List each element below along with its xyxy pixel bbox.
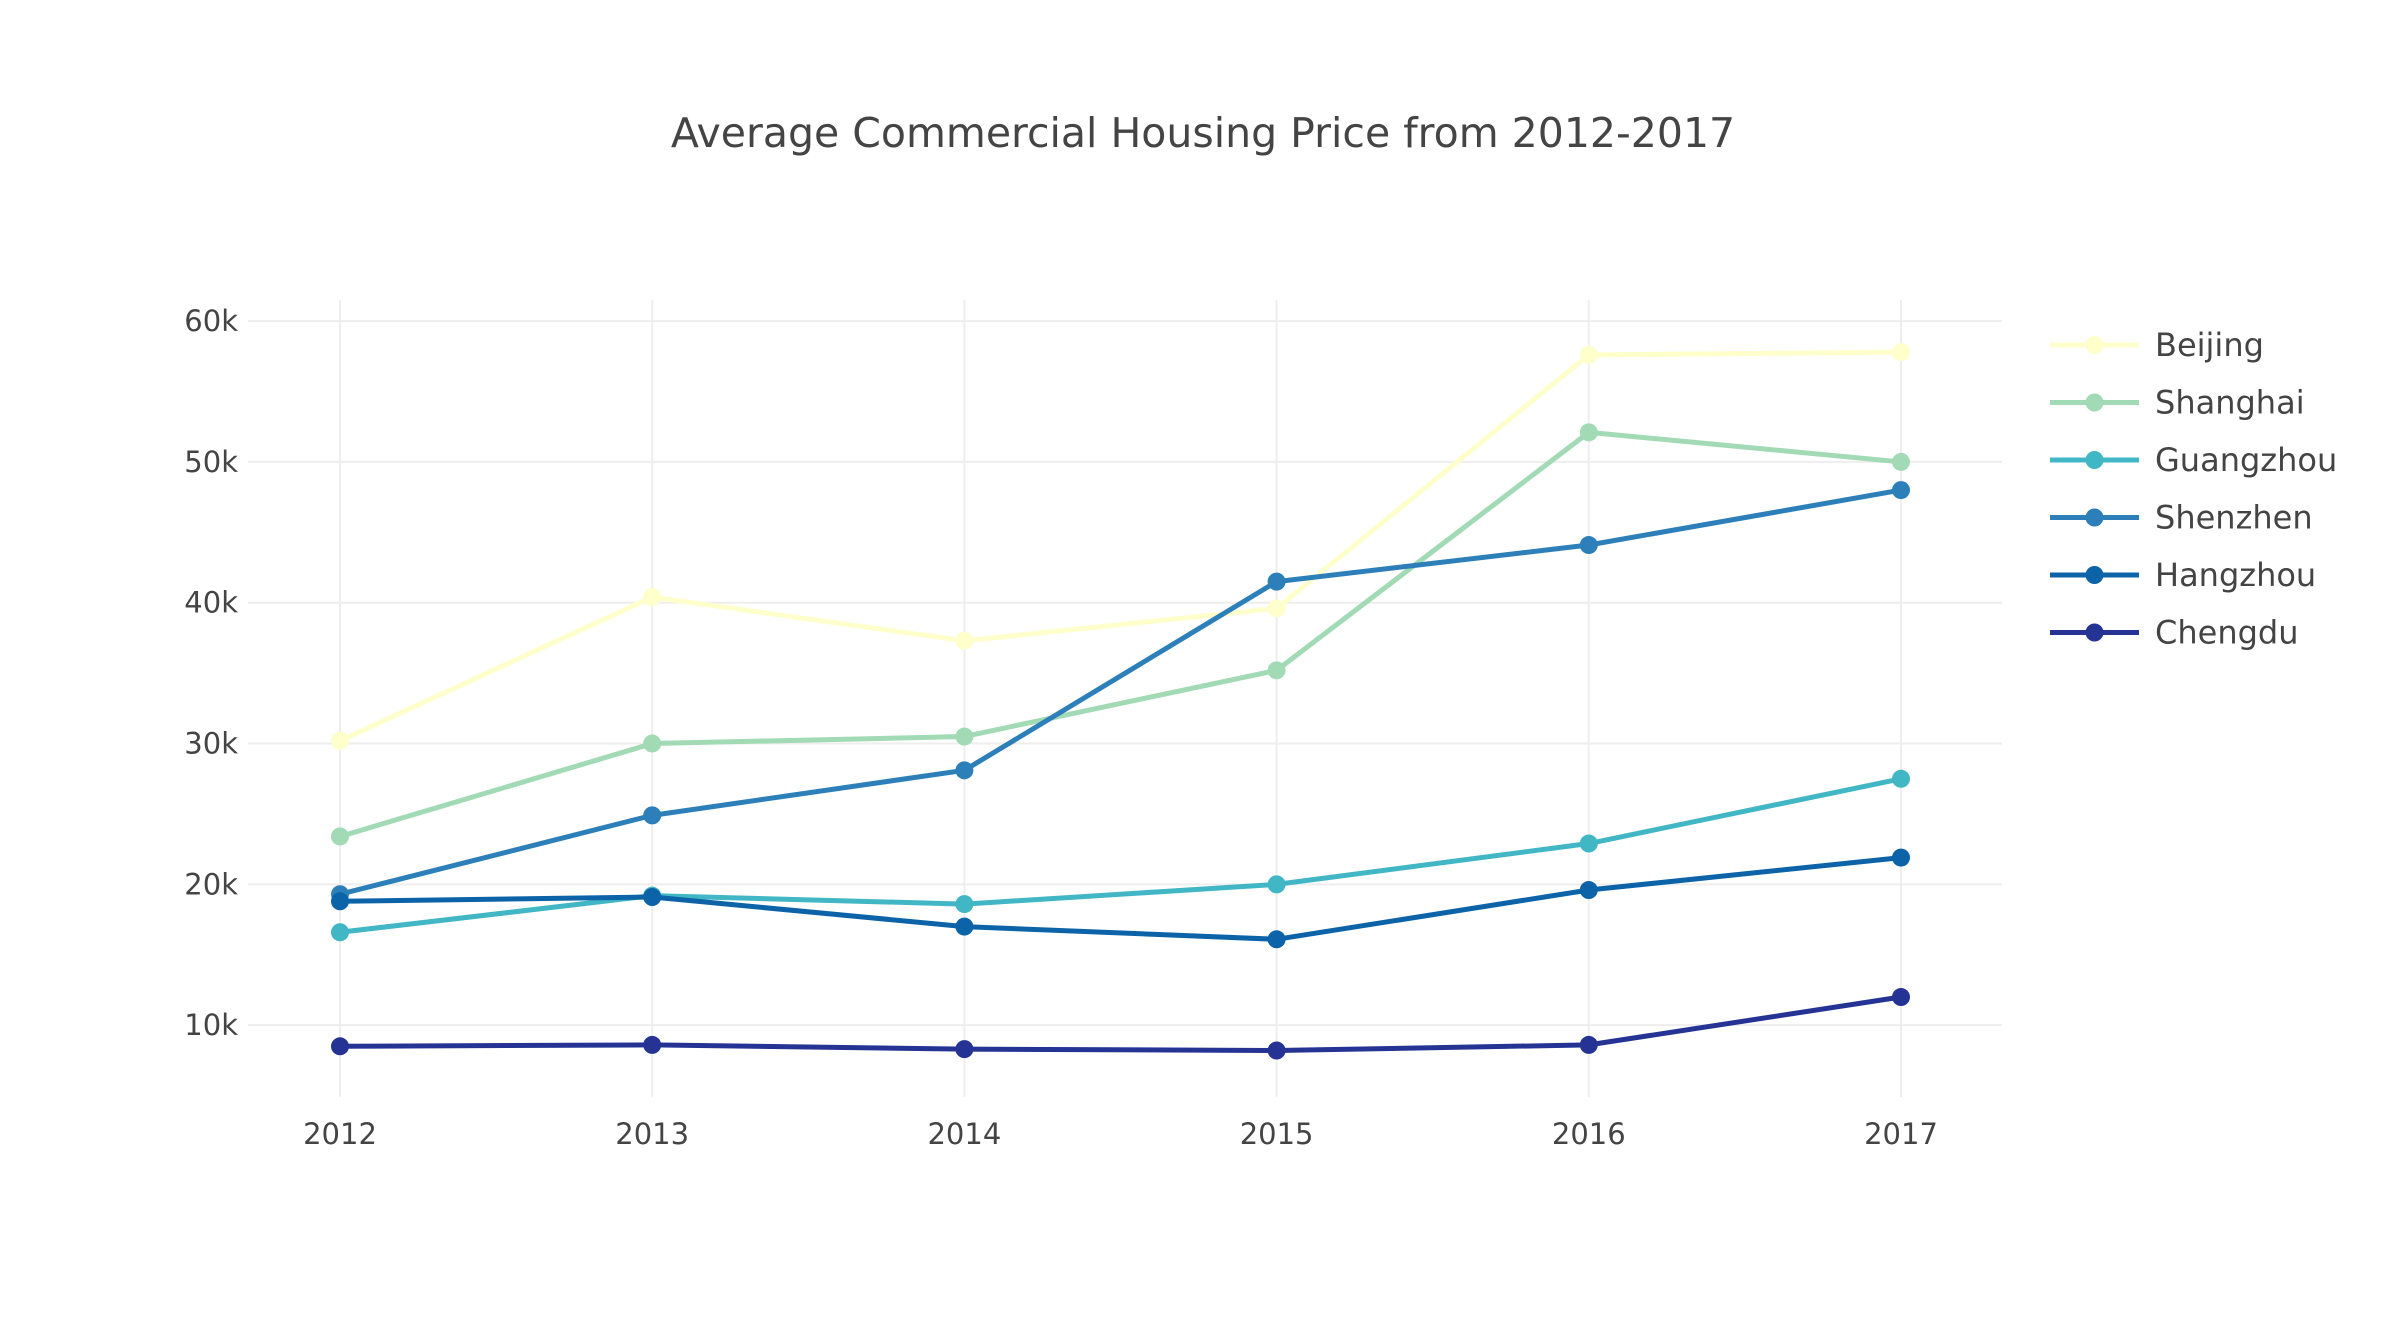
data-point — [1892, 481, 1910, 500]
series-lines — [331, 343, 1910, 1060]
legend-label: Beijing — [2155, 326, 2264, 364]
data-point — [331, 827, 349, 846]
data-point — [1892, 343, 1910, 362]
grid — [248, 300, 2002, 1097]
data-point — [1892, 452, 1910, 471]
y-tick-label: 50k — [184, 445, 238, 479]
data-point — [331, 731, 349, 750]
data-point — [1267, 661, 1286, 680]
legend-label: Shenzhen — [2155, 499, 2313, 537]
series-line — [339, 994, 1902, 1054]
legend: Beijing Shanghai Guangzhou Shenzhen Hangzhou… — [2050, 326, 2337, 652]
legend-item[interactable]: Shenzhen — [2050, 499, 2313, 537]
x-tick-label: 2016 — [1552, 1117, 1626, 1151]
data-point — [1579, 536, 1598, 555]
data-point — [1892, 769, 1910, 788]
legend-swatch-marker — [2085, 508, 2104, 527]
legend-item[interactable]: Shanghai — [2050, 384, 2305, 422]
data-point — [643, 588, 662, 607]
chart-title: Average Commercial Housing Price from 20… — [671, 109, 1735, 157]
series-line — [339, 855, 1902, 942]
legend-item[interactable]: Chengdu — [2050, 614, 2299, 652]
series-shenzhen — [331, 481, 1910, 904]
data-point — [1892, 848, 1910, 867]
legend-swatch-marker — [2085, 623, 2104, 642]
legend-label: Hangzhou — [2155, 556, 2316, 594]
data-point — [955, 1040, 974, 1059]
axes: 2012 2013 2014 2015 2016 2017 10k 20k 30k 40k 50k 6… — [184, 304, 1938, 1151]
data-point — [643, 806, 662, 825]
series-line — [338, 349, 1902, 744]
data-point — [643, 888, 662, 907]
x-tick-label: 2014 — [927, 1117, 1001, 1151]
series-line — [339, 429, 1902, 839]
x-tick-label: 2017 — [1864, 1117, 1938, 1151]
series-line — [339, 487, 1902, 897]
y-tick-label: 40k — [184, 586, 238, 620]
legend-label: Chengdu — [2155, 614, 2299, 652]
data-point — [955, 917, 974, 936]
data-point — [955, 895, 974, 914]
legend-swatch-marker — [2085, 451, 2104, 469]
x-tick-label: 2012 — [303, 1117, 377, 1151]
x-tick-label: 2015 — [1240, 1117, 1314, 1151]
y-tick-label: 20k — [184, 867, 238, 901]
series-hangzhou — [331, 848, 1910, 949]
series-guangzhou — [331, 769, 1910, 942]
x-tick-label: 2013 — [615, 1117, 689, 1151]
data-point — [955, 727, 974, 746]
data-point — [1579, 1035, 1598, 1054]
y-tick-label: 30k — [184, 727, 238, 761]
series-chengdu — [331, 988, 1910, 1060]
y-tick-label: 10k — [184, 1008, 238, 1042]
legend-label: Shanghai — [2155, 384, 2305, 422]
series-shanghai — [331, 423, 1910, 846]
data-point — [955, 631, 974, 650]
data-point — [643, 734, 662, 753]
data-point — [1579, 881, 1598, 900]
data-point — [331, 892, 349, 911]
data-point — [331, 923, 349, 942]
legend-label: Guangzhou — [2155, 441, 2337, 479]
data-point — [1267, 572, 1286, 591]
legend-swatch-marker — [2085, 336, 2104, 354]
data-point — [1892, 988, 1910, 1007]
series-line — [339, 776, 1902, 935]
data-point — [1579, 834, 1598, 853]
data-point — [331, 1037, 349, 1056]
data-point — [643, 1035, 662, 1054]
data-point — [1579, 345, 1598, 364]
data-point — [1267, 599, 1286, 618]
data-point — [1579, 423, 1598, 442]
data-point — [1267, 930, 1286, 949]
data-point — [1267, 1041, 1286, 1060]
legend-swatch-marker — [2085, 566, 2104, 584]
legend-swatch-marker — [2085, 393, 2104, 412]
legend-item[interactable]: Hangzhou — [2050, 556, 2316, 594]
y-tick-label: 60k — [184, 304, 238, 338]
series-beijing — [331, 343, 1910, 750]
legend-item[interactable]: Guangzhou — [2050, 441, 2337, 479]
data-point — [1267, 875, 1286, 894]
legend-item[interactable]: Beijing — [2050, 326, 2264, 364]
data-point — [955, 761, 974, 780]
